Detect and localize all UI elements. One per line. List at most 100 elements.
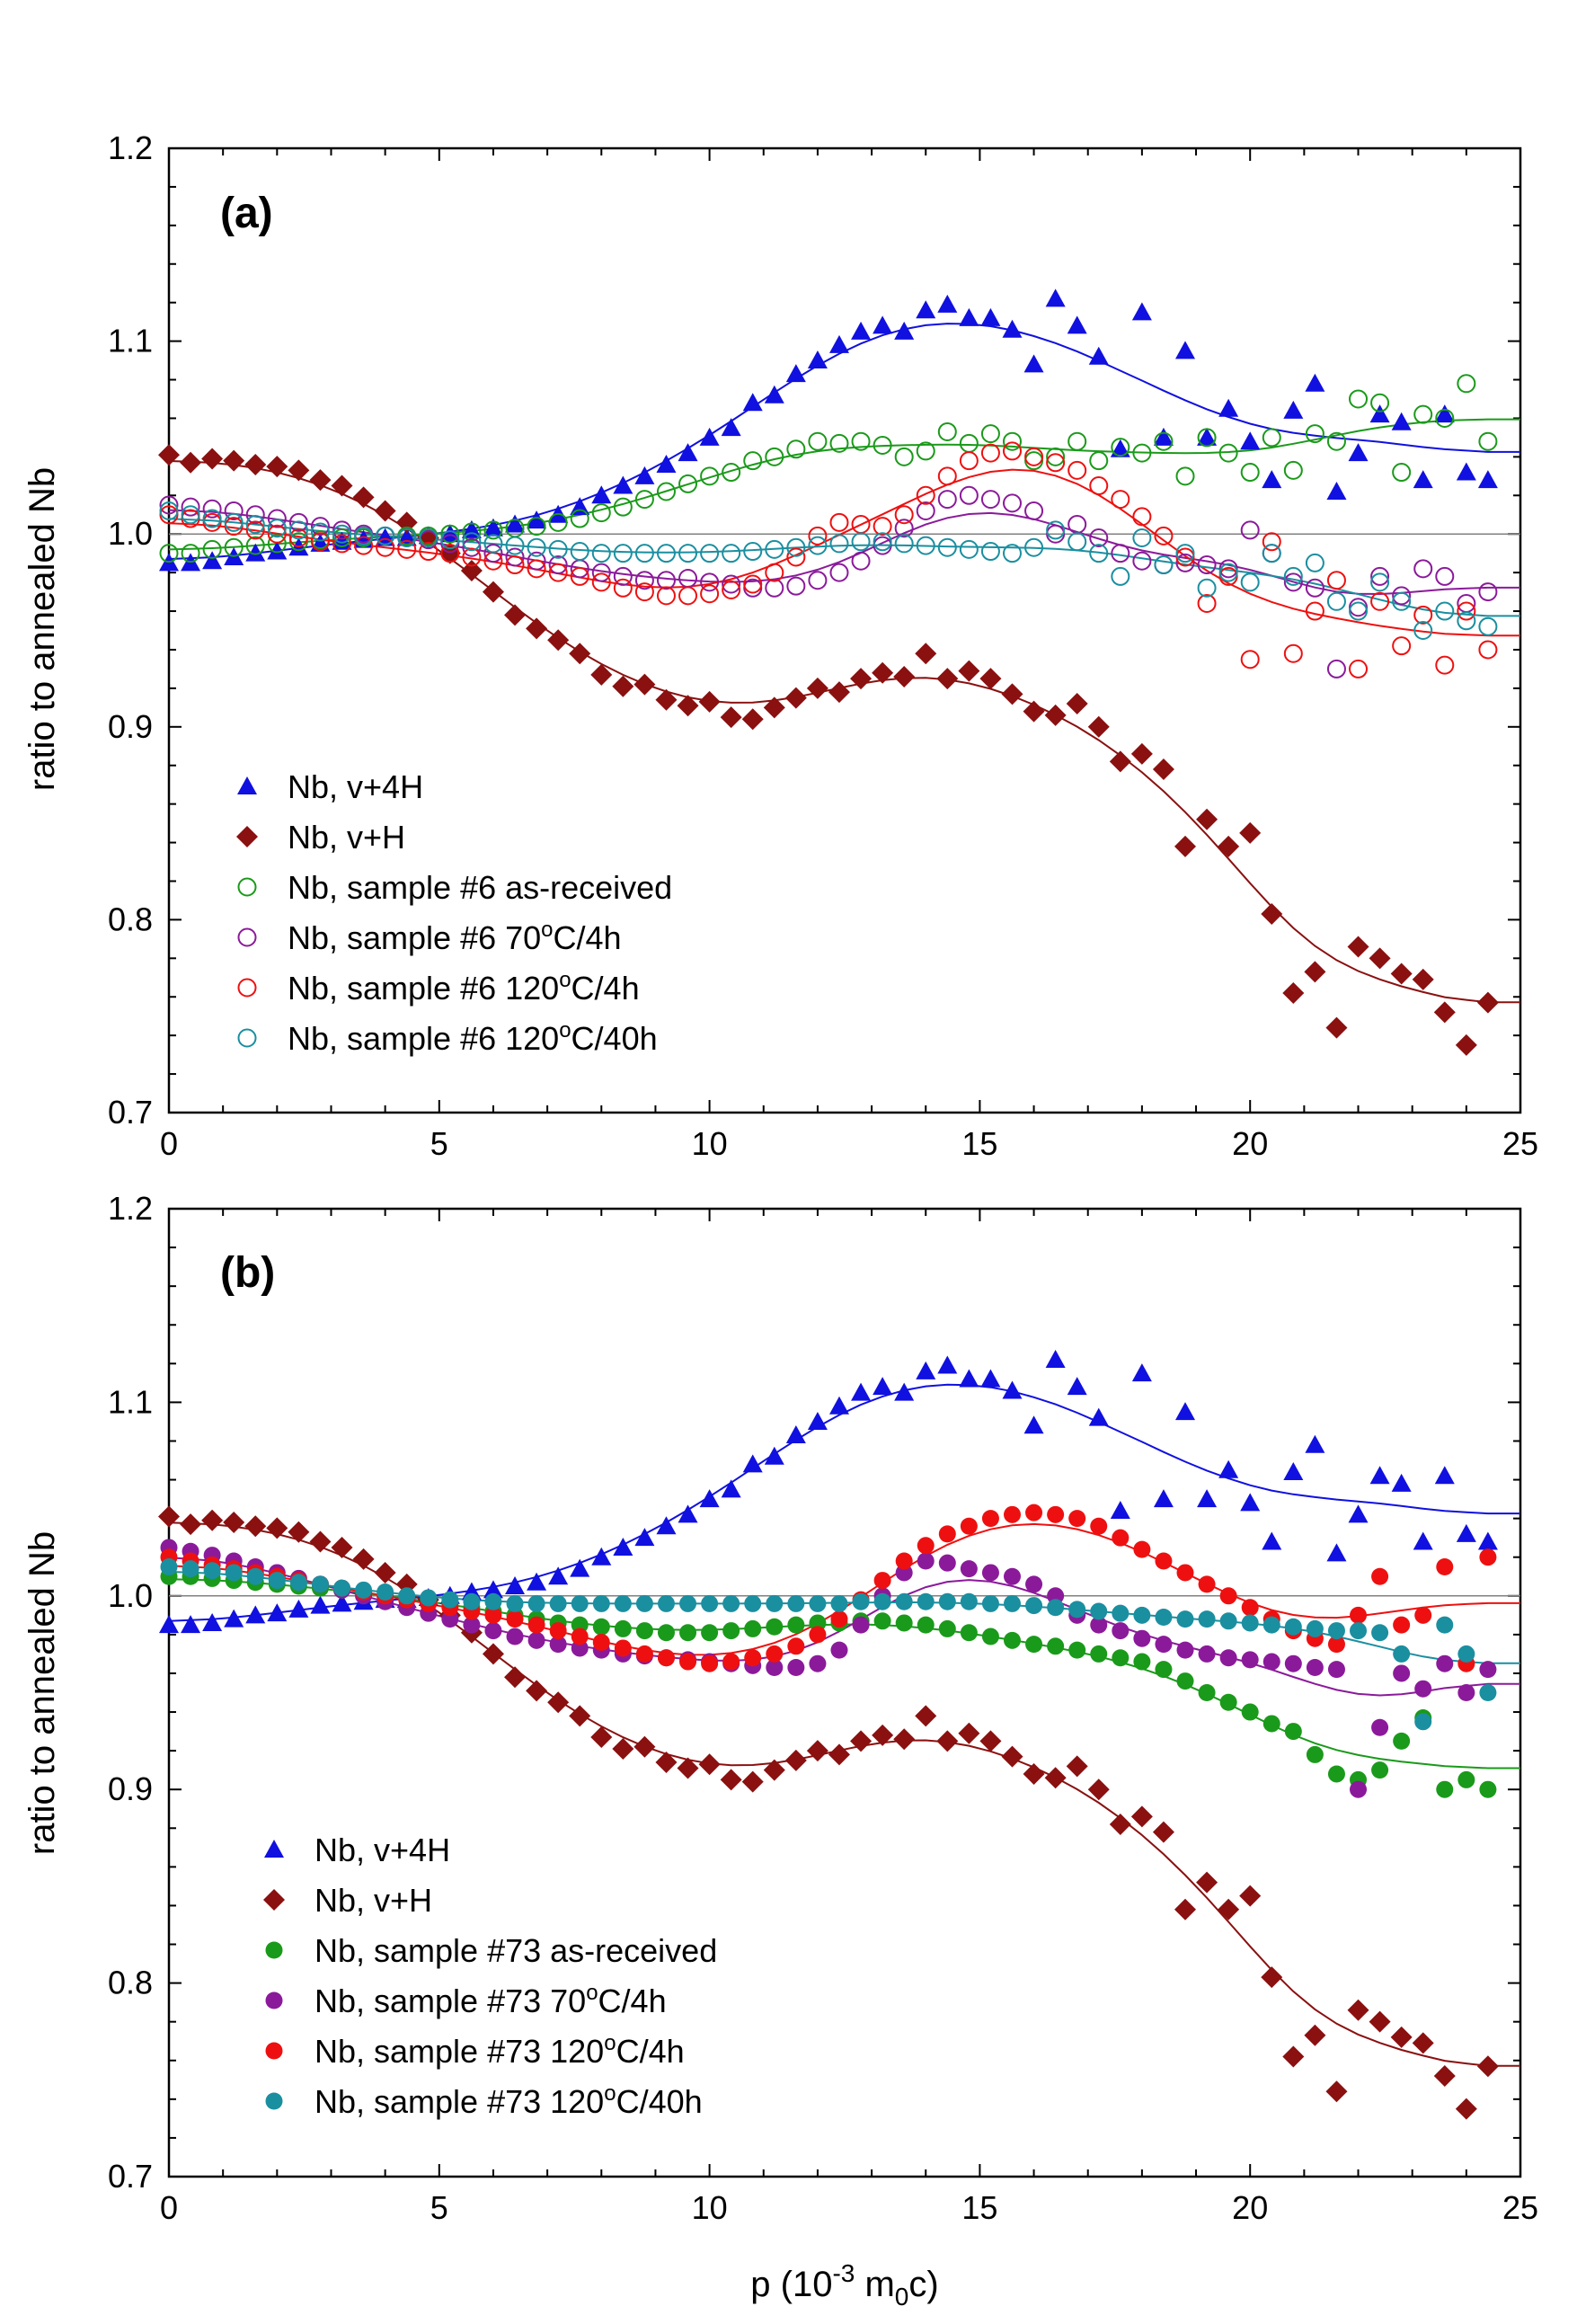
legend-label-rest: C/40h: [571, 1020, 658, 1057]
data-point-series-2: [1457, 1770, 1475, 1788]
data-point-series-3: [181, 497, 200, 517]
data-point-series-0: [1262, 1531, 1282, 1550]
data-point-series-4: [1435, 655, 1455, 675]
data-point-series-3: [1262, 1653, 1280, 1671]
data-point-series-0: [224, 1609, 244, 1628]
legend-label-main: Nb, sample #73 120: [315, 2083, 604, 2120]
data-point-series-5: [895, 1592, 913, 1610]
y-tick-label: 1.1: [108, 323, 153, 359]
data-point-series-3: [656, 571, 676, 590]
data-point-series-2: [1371, 1761, 1389, 1779]
data-point-series-0: [721, 418, 741, 437]
data-point-series-0: [1413, 470, 1433, 489]
data-point-series-5: [419, 528, 439, 547]
data-point-series-5: [1305, 553, 1325, 572]
data-point-series-0: [1477, 470, 1498, 489]
data-point-series-5: [873, 532, 892, 552]
data-point-series-5: [377, 1583, 394, 1601]
data-point-series-3: [224, 501, 244, 520]
data-point-series-2: [1090, 1645, 1108, 1663]
data-point-series-4: [829, 512, 849, 532]
data-point-series-0: [245, 543, 266, 562]
data-point-series-5: [548, 539, 568, 559]
data-point-series-5: [1089, 544, 1109, 563]
data-point-series-1: [1066, 693, 1088, 715]
data-point-series-3: [1305, 578, 1325, 598]
data-point-series-4: [1479, 1548, 1497, 1566]
legend-label-main: Nb, sample #73 70: [315, 1982, 586, 2019]
data-point-series-4: [960, 1517, 978, 1535]
data-point-series-5: [527, 1594, 545, 1612]
x-axis-label-exponent: -3: [832, 2259, 855, 2287]
series-2-points: [159, 374, 1498, 563]
data-point-series-4: [1327, 1636, 1345, 1654]
data-point-series-5: [1326, 591, 1346, 611]
data-point-series-1: [1130, 1805, 1153, 1828]
data-point-series-1: [158, 444, 180, 466]
legend-label-main: Nb, v+4H: [315, 1832, 450, 1868]
data-point-series-4: [1025, 1504, 1043, 1521]
data-point-series-2: [1219, 1693, 1237, 1711]
data-point-series-5: [160, 1557, 178, 1575]
data-point-series-0: [1153, 1489, 1174, 1508]
legend-label-main: Nb, sample #73 120: [315, 2033, 604, 2070]
data-point-series-2: [1198, 1684, 1216, 1701]
data-point-series-1: [806, 677, 828, 699]
data-point-series-2: [1132, 443, 1152, 463]
data-point-series-2: [634, 490, 654, 510]
data-point-series-1: [201, 1509, 224, 1531]
data-point-series-3: [1024, 501, 1044, 520]
data-point-series-4: [980, 443, 1000, 463]
panel-b: 0 5 10 15 20 25 0.7 0.8 0.9 1.0 1.1 1.2 (b) ratio t…: [22, 1190, 1538, 2226]
data-point-series-4: [938, 1525, 956, 1543]
legend-label-3: Nb, sample #6 70oC/4h: [288, 918, 622, 956]
data-point-series-0: [1110, 1501, 1130, 1520]
data-point-series-2: [917, 1616, 935, 1634]
legend-label-superscript: o: [541, 918, 553, 942]
data-point-series-0: [505, 1576, 526, 1595]
data-point-series-2: [1025, 1636, 1043, 1654]
data-point-series-1: [1433, 1001, 1456, 1024]
data-point-series-1: [1001, 1745, 1023, 1768]
x-tick-label: 10: [692, 1125, 728, 1162]
data-point-series-4: [505, 555, 525, 575]
data-point-series-5: [613, 544, 633, 563]
data-point-series-5: [549, 1594, 567, 1612]
data-point-series-5: [202, 509, 222, 528]
data-point-series-0: [483, 1580, 503, 1599]
data-point-series-1: [352, 486, 375, 509]
data-point-series-0: [1175, 341, 1196, 359]
x-tick-label: 15: [961, 1125, 997, 1162]
data-point-series-5: [310, 522, 330, 542]
data-point-series-4: [419, 542, 439, 562]
data-point-series-4: [354, 536, 374, 555]
data-point-series-1: [698, 1753, 721, 1776]
data-point-series-0: [1434, 404, 1455, 423]
panel-a-ticks: 0 5 10 15 20 25 0.7 0.8 0.9 1.0 1.1 1.2: [108, 129, 1538, 1162]
data-point-series-4: [635, 1645, 653, 1663]
data-point-series-5: [809, 1594, 827, 1612]
data-point-series-2: [202, 539, 222, 559]
data-point-series-0: [159, 1615, 179, 1634]
data-point-series-2: [1436, 1780, 1454, 1798]
data-point-series-0: [1067, 1377, 1087, 1396]
data-point-series-3: [938, 1554, 956, 1572]
data-point-series-4: [1111, 490, 1130, 510]
y-tick-label: 1.2: [108, 1190, 153, 1227]
data-point-series-0: [937, 1355, 958, 1374]
data-point-series-0: [1023, 354, 1044, 373]
y-tick-label: 1.2: [108, 129, 153, 166]
data-point-series-0: [699, 1489, 720, 1508]
data-point-series-5: [1435, 601, 1455, 621]
data-point-series-5: [916, 536, 935, 555]
data-point-series-4: [1457, 601, 1476, 621]
data-point-series-4: [766, 1645, 784, 1663]
y-tick-label: 0.8: [108, 900, 153, 937]
data-point-series-1: [1412, 968, 1434, 990]
data-point-series-3: [1478, 582, 1498, 602]
data-point-series-3: [202, 499, 222, 519]
data-point-series-0: [1456, 1523, 1476, 1542]
data-point-series-5: [1047, 1599, 1065, 1617]
data-point-series-3: [310, 517, 330, 537]
data-point-series-5: [1457, 1645, 1475, 1663]
